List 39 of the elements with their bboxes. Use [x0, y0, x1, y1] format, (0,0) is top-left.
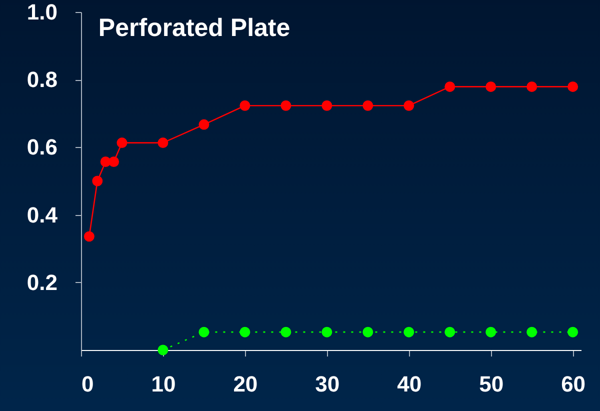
chart-title: Perforated Plate: [98, 14, 290, 42]
point: [568, 81, 578, 92]
point: [362, 100, 374, 111]
y-tick-label: 1.0: [26, 0, 58, 24]
point: [404, 100, 414, 111]
point: [240, 100, 250, 111]
y-tick-label: 0.8: [26, 67, 58, 92]
point: [158, 344, 168, 356]
point: [108, 156, 120, 167]
point: [444, 326, 456, 338]
point: [322, 100, 332, 111]
point: [158, 138, 168, 148]
point: [362, 326, 374, 338]
point: [280, 326, 292, 338]
y-tick-label: 0.4: [26, 202, 58, 228]
point: [198, 119, 210, 130]
y-tick-label: 0.2: [26, 270, 58, 295]
x-tick-label: 60: [561, 372, 586, 396]
x-tick-label: 10: [151, 372, 176, 396]
point: [240, 326, 250, 338]
x-tick-label: 0: [82, 372, 94, 396]
point: [116, 138, 128, 148]
y-tick-label: 0.6: [26, 134, 58, 160]
point: [526, 81, 538, 92]
x-tick-label: 30: [315, 372, 340, 396]
point: [84, 231, 94, 242]
point: [280, 100, 292, 111]
x-tick-label: 50: [479, 372, 504, 396]
point: [404, 326, 414, 338]
point: [526, 326, 538, 338]
point: [198, 326, 210, 338]
point: [486, 81, 496, 92]
x-tick-label: 20: [233, 372, 258, 396]
x-tick-label: 40: [397, 372, 422, 396]
point: [568, 326, 578, 338]
point: [92, 176, 103, 186]
point: [486, 326, 496, 338]
point: [444, 81, 456, 92]
point: [322, 326, 332, 338]
